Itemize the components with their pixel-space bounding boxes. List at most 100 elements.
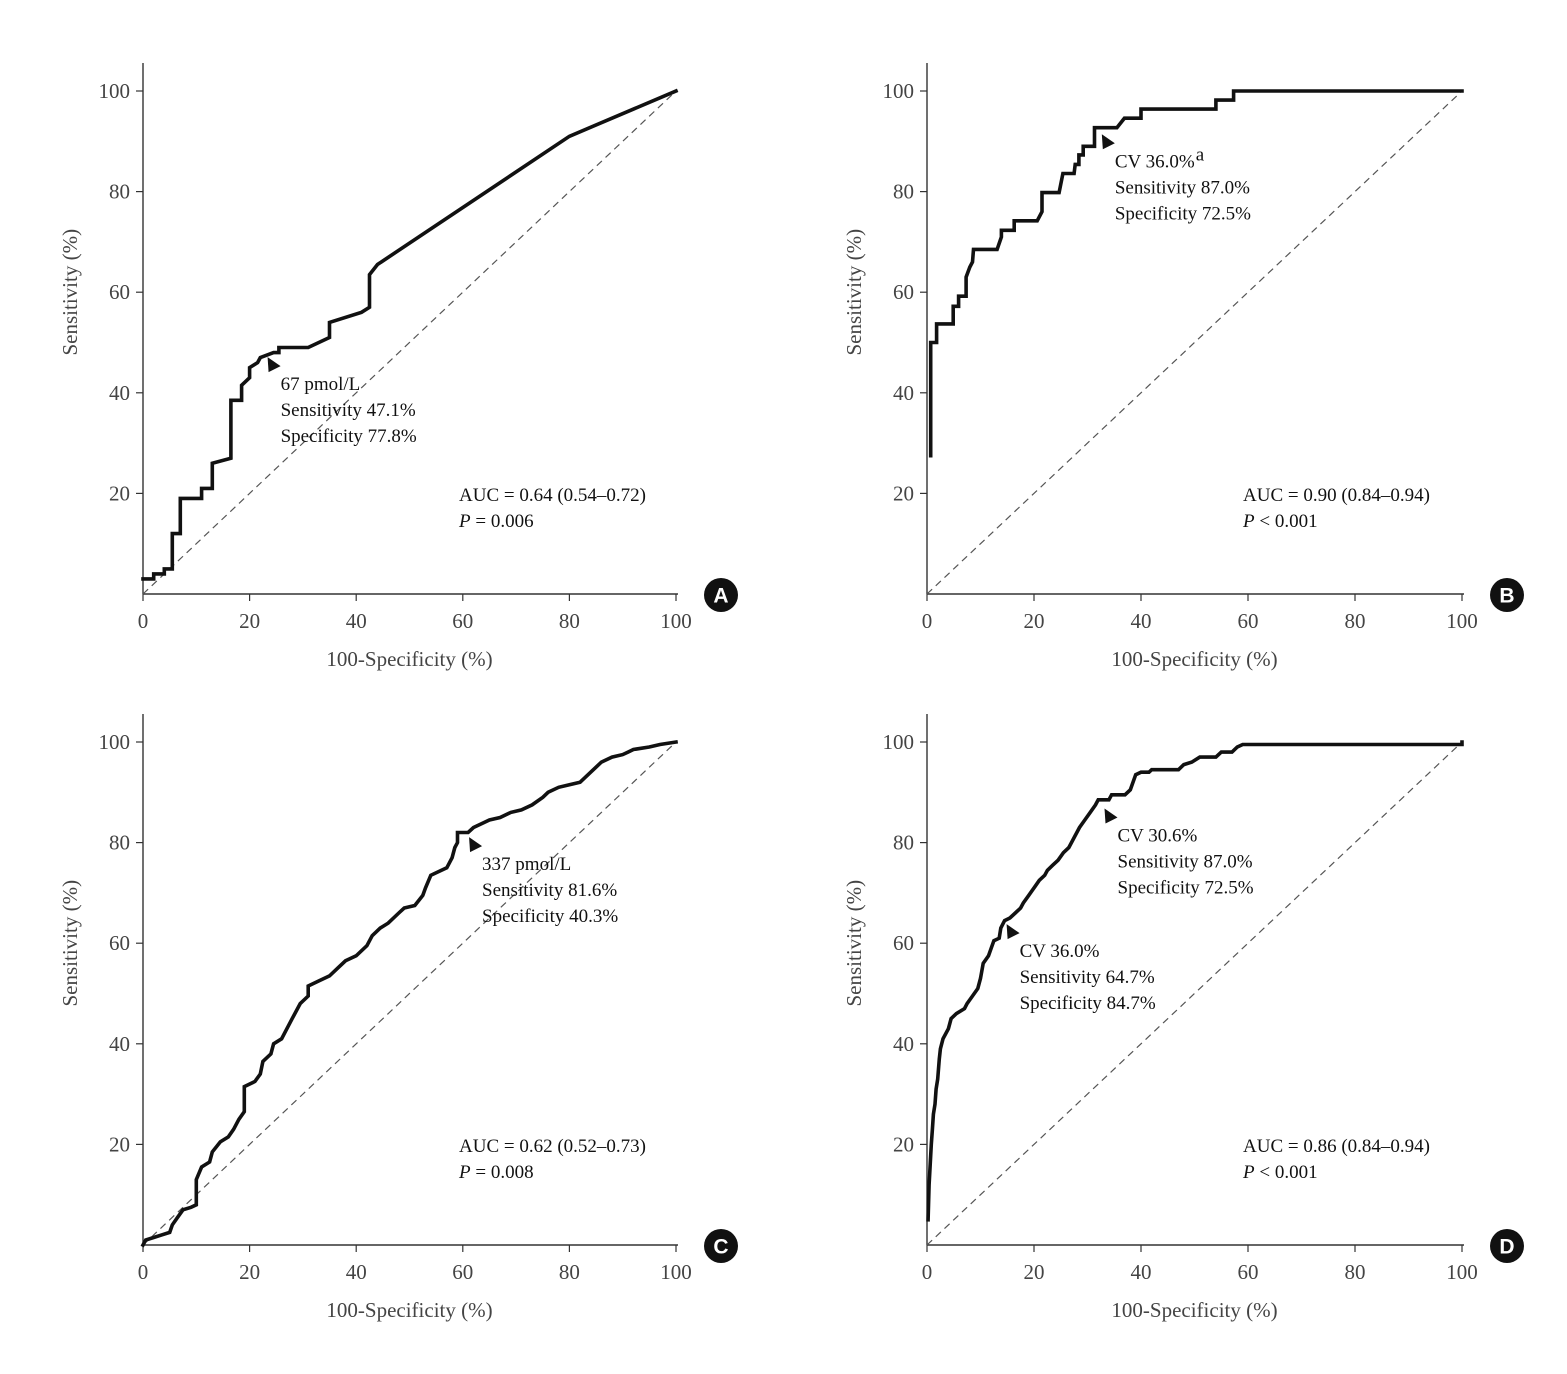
y-tick-label: 40 xyxy=(893,1032,914,1056)
x-tick-label: 0 xyxy=(138,609,149,633)
y-axis-title: Sensitivity (%) xyxy=(58,880,82,1007)
auc-text: AUC = 0.64 (0.54–0.72) xyxy=(459,485,646,506)
y-tick-label: 20 xyxy=(109,481,130,505)
y-tick-label: 100 xyxy=(883,79,915,103)
y-tick-label: 60 xyxy=(109,280,130,304)
roc-panel-d: 0 20 40 60 80 100 20 40 60 80 100 100-Specificity (… xyxy=(842,714,1524,1322)
x-tick-label: 60 xyxy=(1238,1260,1259,1284)
y-tick-label: 100 xyxy=(99,79,131,103)
x-axis-title: 100-Specificity (%) xyxy=(1111,1298,1277,1322)
cutoff-arrow-marker xyxy=(469,837,483,853)
x-tick-label: 100 xyxy=(660,1260,692,1284)
y-tick-label: 100 xyxy=(99,730,131,754)
y-tick-label: 60 xyxy=(893,931,914,955)
y-tick-label: 20 xyxy=(893,481,914,505)
cutoff-annotation-line: Specificity 40.3% xyxy=(482,906,618,927)
y-axis-title: Sensitivity (%) xyxy=(842,229,866,356)
p-value-number: < 0.001 xyxy=(1255,511,1318,532)
x-axis-title: 100-Specificity (%) xyxy=(1111,647,1277,671)
y-axis-title: Sensitivity (%) xyxy=(58,229,82,356)
x-tick-label: 40 xyxy=(1131,609,1152,633)
y-tick-label: 80 xyxy=(893,831,914,855)
x-axis-title: 100-Specificity (%) xyxy=(326,1298,492,1322)
cutoff-annotation-line: Specificity 77.8% xyxy=(281,426,417,447)
panel-badge xyxy=(704,1229,738,1263)
p-value-text: P = 0.008 xyxy=(458,1162,534,1183)
panel-badge xyxy=(1490,578,1524,612)
auc-text: AUC = 0.86 (0.84–0.94) xyxy=(1243,1136,1430,1157)
cutoff-annotation-line: 67 pmol/L xyxy=(281,374,361,395)
p-value-text: P < 0.001 xyxy=(1242,1162,1318,1183)
cutoff-annotation-line: CV 36.0% xyxy=(1020,941,1100,962)
p-value-number: < 0.001 xyxy=(1255,1162,1318,1183)
x-tick-label: 60 xyxy=(1238,609,1259,633)
x-tick-label: 80 xyxy=(1345,609,1366,633)
cutoff-annotation-line: Sensitivity 87.0% xyxy=(1115,177,1250,198)
cutoff-arrow-marker xyxy=(1104,808,1118,824)
roc-panel-b: 0 20 40 60 80 100 20 40 60 80 100 100-Specificity (… xyxy=(842,63,1524,671)
x-tick-label: 80 xyxy=(1345,1260,1366,1284)
cutoff-arrow-marker xyxy=(1006,924,1020,940)
x-tick-label: 0 xyxy=(922,1260,933,1284)
p-value-symbol: P xyxy=(458,511,471,532)
p-value-text: P = 0.006 xyxy=(458,511,534,532)
x-tick-label: 20 xyxy=(239,1260,260,1284)
p-value-symbol: P xyxy=(1242,1162,1255,1183)
y-tick-label: 20 xyxy=(893,1132,914,1156)
x-tick-label: 60 xyxy=(452,1260,473,1284)
annotation-superscript: a xyxy=(1196,144,1205,165)
y-tick-label: 80 xyxy=(109,180,130,204)
panel-label: A xyxy=(713,585,728,608)
x-tick-label: 80 xyxy=(559,1260,580,1284)
cutoff-annotation-line: CV 30.6% xyxy=(1118,825,1198,846)
x-tick-label: 80 xyxy=(559,609,580,633)
x-tick-label: 0 xyxy=(922,609,933,633)
y-axis-title: Sensitivity (%) xyxy=(842,880,866,1007)
y-tick-label: 60 xyxy=(893,280,914,304)
roc-panel-c: 0 20 40 60 80 100 20 40 60 80 100 100-Specificity (… xyxy=(58,714,738,1322)
auc-text: AUC = 0.90 (0.84–0.94) xyxy=(1243,485,1430,506)
y-tick-label: 40 xyxy=(893,381,914,405)
p-value-text: P < 0.001 xyxy=(1242,511,1318,532)
x-tick-label: 100 xyxy=(660,609,692,633)
x-tick-label: 0 xyxy=(138,1260,149,1284)
cutoff-arrow-marker xyxy=(1101,134,1115,150)
cutoff-annotation-line: 337 pmol/L xyxy=(482,854,571,875)
cutoff-annotation-line: Sensitivity 47.1% xyxy=(281,400,416,421)
roc-curve xyxy=(926,740,1464,1222)
reference-diagonal-line xyxy=(926,741,1463,1246)
cutoff-annotation-line: Sensitivity 64.7% xyxy=(1020,967,1155,988)
x-tick-label: 40 xyxy=(346,1260,367,1284)
x-axis-title: 100-Specificity (%) xyxy=(326,647,492,671)
p-value-symbol: P xyxy=(1242,511,1255,532)
y-tick-label: 20 xyxy=(109,1132,130,1156)
cutoff-arrow-marker xyxy=(267,357,281,373)
x-tick-label: 20 xyxy=(1024,1260,1045,1284)
p-value-symbol: P xyxy=(458,1162,471,1183)
panel-badge xyxy=(1490,1229,1524,1263)
cutoff-annotation-line: Sensitivity 81.6% xyxy=(482,880,617,901)
y-tick-label: 100 xyxy=(883,730,915,754)
panel-label: B xyxy=(1499,585,1514,608)
x-tick-label: 40 xyxy=(346,609,367,633)
x-tick-label: 60 xyxy=(452,609,473,633)
reference-diagonal-line xyxy=(142,741,677,1246)
panel-badge xyxy=(704,578,738,612)
panel-label: D xyxy=(1499,1236,1514,1259)
roc-curve xyxy=(928,89,1464,458)
cutoff-annotation-line: CV 36.0% xyxy=(1115,151,1195,172)
x-tick-label: 100 xyxy=(1446,609,1478,633)
roc-panel-a: 0 20 40 60 80 100 20 40 60 80 100 100-Specificity (… xyxy=(58,63,738,671)
p-value-number: = 0.006 xyxy=(471,511,534,532)
y-tick-label: 80 xyxy=(893,180,914,204)
cutoff-annotation-line: Specificity 72.5% xyxy=(1115,203,1251,224)
cutoff-annotation-line: Sensitivity 87.0% xyxy=(1118,851,1253,872)
reference-diagonal-line xyxy=(142,90,677,595)
x-tick-label: 40 xyxy=(1131,1260,1152,1284)
reference-diagonal-line xyxy=(926,90,1463,595)
roc-curve xyxy=(140,739,679,1248)
y-tick-label: 40 xyxy=(109,381,130,405)
panel-label: C xyxy=(713,1236,728,1259)
